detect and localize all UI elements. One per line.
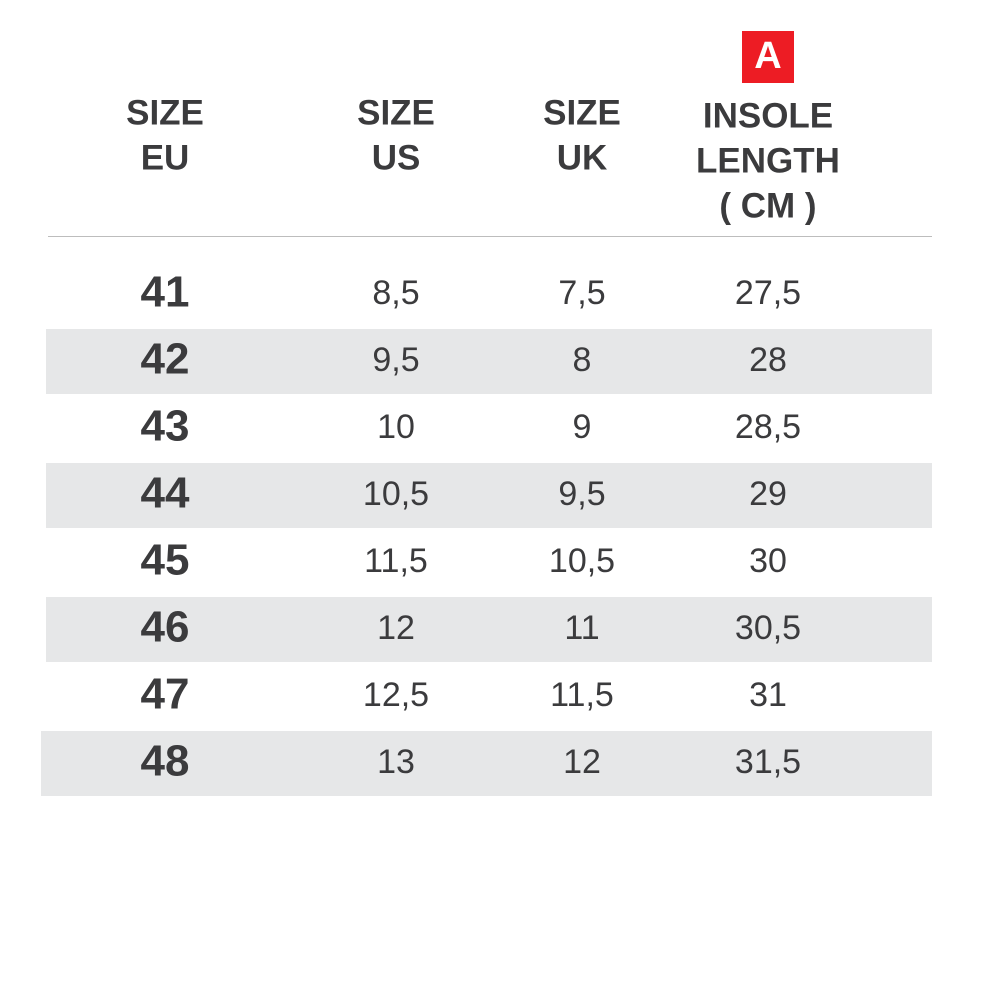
row-stripe [46,597,932,662]
table-cell: 11,5 [364,542,428,580]
table-cell: 28 [749,341,787,379]
table-cell: 31 [749,676,787,714]
table-cell: 11 [564,609,599,647]
row-stripe [41,731,932,796]
table-cell: 28,5 [735,408,801,446]
eu-size: 48 [141,737,190,786]
table-cell: 10,5 [363,475,429,513]
table-cell: 9,5 [558,475,605,513]
table-cell: 30,5 [735,609,801,647]
table-cell: 9 [573,408,592,446]
table-cell: 29 [749,475,787,513]
table-cell: 10 [377,408,415,446]
table-cell: 12,5 [363,676,429,714]
table-cell: 11,5 [550,676,614,714]
column-header: LENGTH [696,141,840,180]
table-cell: 12 [377,609,415,647]
eu-size: 42 [141,335,190,384]
table-cell: 12 [563,743,601,781]
column-header: SIZE [543,93,621,132]
badge-label: A [754,35,781,77]
table-cell: 30 [749,542,787,580]
table-cell: 31,5 [735,743,801,781]
column-header: INSOLE [703,96,833,135]
column-header: US [372,138,421,177]
row-stripe [46,329,932,394]
eu-size: 43 [141,402,190,451]
eu-size: 47 [141,670,190,719]
eu-size: 44 [141,469,190,518]
column-header: EU [141,138,190,177]
column-header: SIZE [126,93,204,132]
eu-size: 45 [141,536,190,585]
row-stripe [46,463,932,528]
table-cell: 10,5 [549,542,615,580]
column-header: ( CM ) [719,186,816,225]
column-header: UK [557,138,608,177]
badge [742,31,794,83]
table-cell: 8,5 [372,274,419,312]
table-cell: 8 [573,341,592,379]
column-header: SIZE [357,93,435,132]
table-cell: 7,5 [558,274,605,312]
eu-size: 41 [141,268,190,317]
table-cell: 13 [377,743,415,781]
table-cell: 9,5 [372,341,419,379]
table-cell: 27,5 [735,274,801,312]
eu-size: 46 [141,603,190,652]
